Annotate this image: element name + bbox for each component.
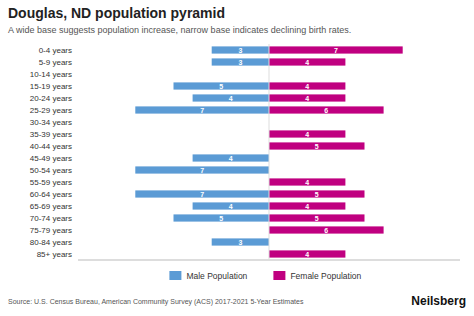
data-label: 4 bbox=[305, 251, 309, 258]
tick-label: 85+ years bbox=[37, 250, 72, 259]
data-label: 5 bbox=[315, 215, 319, 222]
data-label: 7 bbox=[200, 191, 204, 198]
bar bbox=[269, 106, 384, 113]
data-label: 5 bbox=[315, 143, 319, 150]
legend-swatch bbox=[273, 271, 285, 280]
tick-label: 40-44 years bbox=[30, 142, 72, 151]
bar bbox=[193, 202, 269, 209]
data-label: 3 bbox=[238, 59, 242, 66]
data-label: 7 bbox=[200, 167, 204, 174]
tick-label: 10-14 years bbox=[30, 70, 72, 79]
tick-label: 50-54 years bbox=[30, 166, 72, 175]
tick-label: 25-29 years bbox=[30, 106, 72, 115]
data-label: 4 bbox=[305, 179, 309, 186]
bar bbox=[212, 238, 269, 245]
bar bbox=[269, 142, 365, 149]
bar bbox=[135, 190, 269, 197]
data-label: 4 bbox=[305, 131, 309, 138]
bar bbox=[269, 214, 365, 221]
bar bbox=[212, 46, 269, 53]
tick-label: 45-49 years bbox=[30, 154, 72, 163]
legend-swatch bbox=[169, 271, 181, 280]
data-label: 4 bbox=[229, 203, 233, 210]
bar bbox=[269, 250, 345, 257]
data-label: 3 bbox=[238, 47, 242, 54]
tick-label: 35-39 years bbox=[30, 130, 72, 139]
branding: Neilsberg bbox=[411, 294, 466, 308]
data-label: 4 bbox=[229, 155, 233, 162]
bar bbox=[193, 154, 269, 161]
bar bbox=[174, 82, 270, 89]
data-label: 5 bbox=[219, 215, 223, 222]
data-label: 7 bbox=[334, 47, 338, 54]
legend-label: Male Population bbox=[186, 271, 247, 281]
tick-label: 55-59 years bbox=[30, 178, 72, 187]
bar bbox=[212, 58, 269, 65]
bar bbox=[269, 226, 384, 233]
data-label: 6 bbox=[324, 107, 328, 114]
tick-label: 15-19 years bbox=[30, 82, 72, 91]
legend: Male Population Female Population bbox=[169, 271, 361, 281]
data-label: 7 bbox=[200, 107, 204, 114]
legend-label: Female Population bbox=[290, 271, 361, 281]
bar bbox=[135, 166, 269, 173]
bar bbox=[269, 190, 365, 197]
title: Douglas, ND population pyramid bbox=[8, 5, 225, 21]
bar bbox=[269, 178, 345, 185]
bar bbox=[174, 214, 270, 221]
data-label: 4 bbox=[305, 83, 309, 90]
data-label: 4 bbox=[229, 95, 233, 102]
bar bbox=[269, 202, 345, 209]
bar bbox=[269, 130, 345, 137]
chart: Douglas, ND population pyramid A wide bas… bbox=[0, 0, 474, 316]
tick-label: 80-84 years bbox=[30, 238, 72, 247]
data-label: 4 bbox=[305, 95, 309, 102]
subtitle: A wide base suggests population increase… bbox=[8, 25, 351, 35]
tick-label: 60-64 years bbox=[30, 190, 72, 199]
tick-label: 20-24 years bbox=[30, 94, 72, 103]
tick-label: 5-9 years bbox=[39, 58, 72, 67]
bar bbox=[269, 94, 345, 101]
data-label: 6 bbox=[324, 227, 328, 234]
source: Source: U.S. Census Bureau, American Com… bbox=[8, 298, 304, 306]
bar bbox=[269, 82, 345, 89]
bar bbox=[269, 58, 345, 65]
bar bbox=[269, 46, 403, 53]
bar bbox=[135, 106, 269, 113]
tick-label: 65-69 years bbox=[30, 202, 72, 211]
data-label: 3 bbox=[238, 239, 242, 246]
tick-label: 75-79 years bbox=[30, 226, 72, 235]
zero-line bbox=[269, 44, 270, 260]
tick-label: 0-4 years bbox=[39, 46, 72, 55]
tick-label: 30-34 years bbox=[30, 118, 72, 127]
data-label: 5 bbox=[219, 83, 223, 90]
bar bbox=[193, 94, 269, 101]
data-label: 5 bbox=[315, 191, 319, 198]
tick-label: 70-74 years bbox=[30, 214, 72, 223]
data-label: 4 bbox=[305, 203, 309, 210]
data-label: 4 bbox=[305, 59, 309, 66]
